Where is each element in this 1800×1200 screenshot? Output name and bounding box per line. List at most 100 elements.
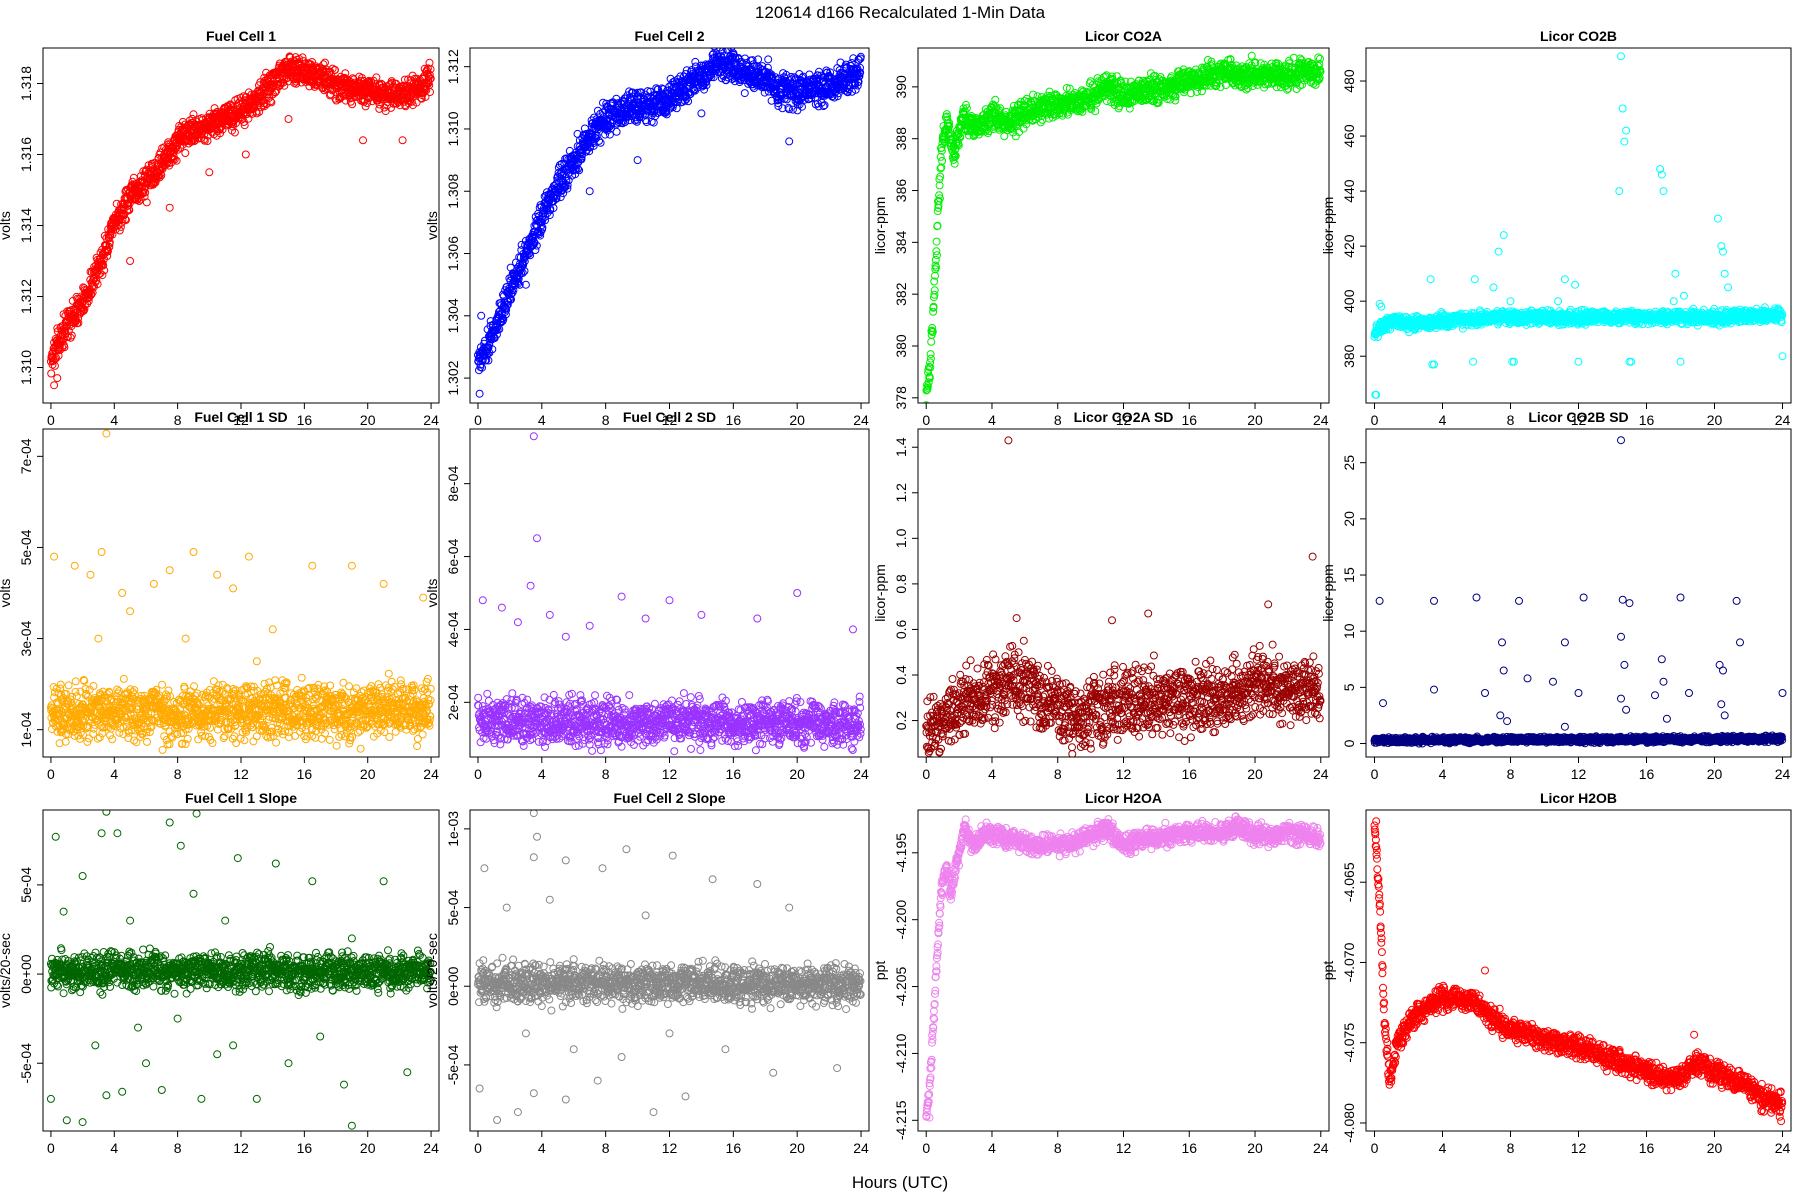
x-tick-label: 12	[233, 412, 249, 428]
data-point	[931, 255, 940, 264]
data-point	[676, 72, 685, 81]
y-tick-label: 1.306	[445, 236, 461, 271]
data-point	[702, 78, 711, 87]
data-point	[589, 141, 598, 150]
x-tick-label: 0	[922, 412, 930, 428]
data-point	[501, 310, 510, 319]
y-tick-label: 1.314	[18, 208, 34, 243]
data-point	[572, 165, 581, 174]
data-point	[691, 57, 700, 66]
data-point	[1212, 81, 1221, 90]
data-point	[142, 198, 151, 207]
outlier-point	[991, 95, 1000, 104]
data-point	[426, 65, 435, 74]
data-point	[319, 60, 328, 69]
y-axis-label: licor-ppm	[1320, 197, 1336, 255]
data-point	[426, 74, 435, 83]
outlier-point	[284, 115, 293, 123]
data-point	[121, 216, 130, 224]
data-point	[569, 166, 578, 175]
data-point	[1102, 97, 1111, 106]
plot-frame	[917, 47, 1330, 404]
data-point	[170, 155, 179, 164]
data-point	[515, 280, 524, 289]
data-point	[74, 314, 83, 323]
y-tick-label: 1.302	[445, 360, 461, 395]
data-point	[777, 95, 786, 104]
data-point	[754, 55, 763, 64]
data-point	[121, 215, 130, 224]
data-point	[926, 354, 935, 363]
data-point	[725, 66, 734, 75]
data-point	[936, 152, 945, 161]
y-axis-label: volts	[424, 211, 440, 240]
data-point	[1186, 89, 1195, 98]
outlier-point	[1029, 90, 1038, 99]
y-tick-label: 378	[893, 386, 909, 410]
data-point	[924, 378, 933, 387]
data-point	[819, 102, 828, 111]
data-point	[331, 66, 339, 74]
x-tick-label: 8	[602, 412, 610, 428]
data-point	[559, 189, 568, 198]
data-point	[727, 48, 736, 52]
data-point	[938, 157, 947, 165]
data-point	[54, 351, 63, 360]
data-point	[1117, 79, 1126, 87]
data-point	[763, 63, 772, 72]
outlier-point	[785, 137, 794, 146]
y-tick-label: 1.312	[18, 279, 34, 314]
data-point	[532, 241, 541, 250]
data-point	[150, 179, 159, 188]
x-tick-label: 16	[1181, 412, 1197, 428]
data-point	[578, 150, 586, 159]
data-point	[552, 194, 561, 203]
x-tick-label: 12	[1116, 412, 1132, 428]
points-co2a	[922, 51, 1325, 403]
x-tick-label: 24	[1775, 412, 1791, 428]
data-point	[1065, 84, 1074, 93]
data-point	[774, 95, 783, 104]
data-point	[932, 263, 941, 272]
data-point	[526, 251, 535, 260]
data-point	[937, 163, 946, 172]
data-point	[952, 141, 961, 150]
data-point	[930, 277, 939, 286]
data-point	[1251, 58, 1260, 67]
data-point	[580, 124, 589, 133]
data-point	[522, 251, 531, 259]
x-tick-label: 4	[1439, 412, 1447, 428]
data-point	[820, 101, 829, 110]
y-tick-label: 388	[893, 127, 909, 151]
data-point	[62, 323, 70, 331]
data-point	[417, 94, 426, 103]
data-point	[488, 345, 497, 354]
data-point	[255, 107, 264, 116]
data-point	[933, 207, 942, 216]
data-point	[326, 90, 335, 99]
data-point	[563, 184, 572, 193]
y-tick-label: 380	[893, 334, 909, 358]
data-point	[98, 271, 107, 280]
data-point	[932, 251, 941, 260]
data-point	[923, 382, 932, 391]
data-point	[563, 181, 572, 190]
data-point	[764, 55, 773, 64]
data-point	[596, 138, 605, 147]
data-point	[924, 368, 933, 377]
data-point	[1283, 85, 1292, 94]
panel-title: Fuel Cell 2	[634, 28, 704, 44]
outlier-point	[126, 257, 135, 265]
x-tick-label: 12	[1571, 412, 1587, 428]
panel-title: Licor CO2B	[1540, 28, 1617, 44]
y-tick-label: 1.310	[18, 350, 34, 385]
x-tick-label: 0	[47, 412, 55, 428]
data-point	[577, 155, 586, 164]
data-point	[129, 173, 138, 182]
y-tick-label: 480	[1341, 69, 1357, 93]
data-point	[266, 97, 275, 106]
data-point	[1175, 67, 1184, 76]
data-point	[926, 363, 935, 372]
data-point	[426, 88, 434, 96]
